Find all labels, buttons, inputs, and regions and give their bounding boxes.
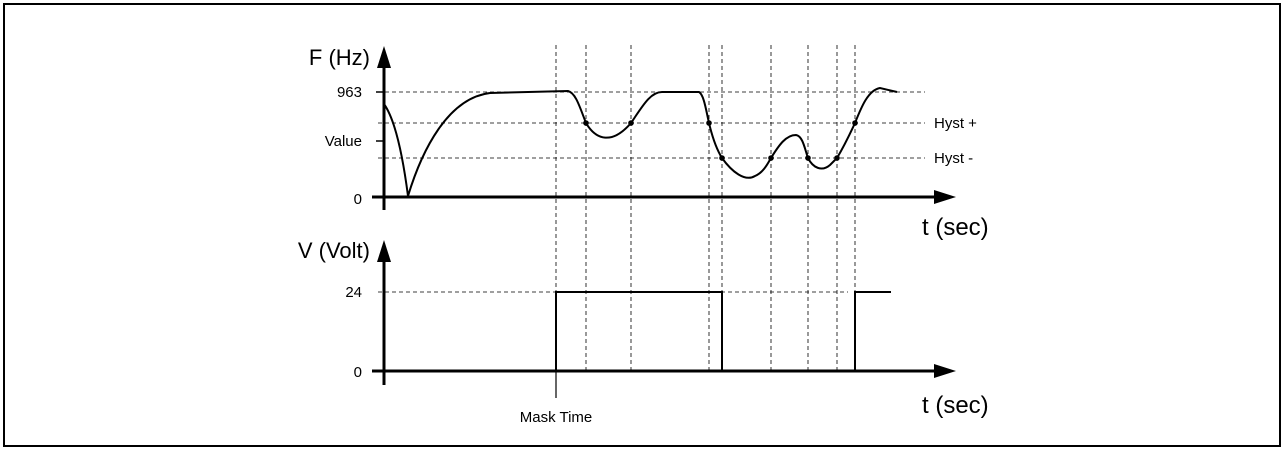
bottom-y-axis-arrow bbox=[377, 240, 391, 262]
crossing-point bbox=[768, 155, 774, 161]
vertical-guide-lines bbox=[555, 45, 856, 372]
crossing-point bbox=[628, 120, 634, 126]
top-y-tick-zero: 0 bbox=[354, 191, 362, 208]
bottom-x-axis-title: t (sec) bbox=[922, 392, 989, 419]
top-y-tick-value: Value bbox=[325, 133, 362, 150]
top-x-axis-title: t (sec) bbox=[922, 214, 989, 241]
crossing-point bbox=[834, 155, 840, 161]
bottom-y-tick-24: 24 bbox=[345, 284, 362, 301]
crossing-points bbox=[583, 120, 858, 161]
crossing-point bbox=[706, 120, 712, 126]
top-x-axis-arrow bbox=[934, 190, 956, 204]
hyst-plus-label: Hyst + bbox=[934, 115, 977, 132]
mask-time-label: Mask Time bbox=[520, 409, 593, 426]
bottom-x-axis-arrow bbox=[934, 364, 956, 378]
top-y-axis-arrow bbox=[377, 46, 391, 68]
bottom-y-axis-title: V (Volt) bbox=[298, 238, 370, 263]
crossing-point bbox=[852, 120, 858, 126]
top-chart-axes bbox=[372, 60, 940, 210]
top-y-axis-title: F (Hz) bbox=[309, 45, 370, 70]
diagram-frame bbox=[3, 3, 1281, 447]
crossing-point bbox=[719, 155, 725, 161]
crossing-point bbox=[805, 155, 811, 161]
voltage-signal bbox=[384, 291, 891, 372]
bottom-y-tick-zero: 0 bbox=[354, 364, 362, 381]
crossing-point bbox=[583, 120, 589, 126]
hyst-minus-label: Hyst - bbox=[934, 150, 973, 167]
top-y-tick-963: 963 bbox=[337, 84, 362, 101]
top-y-ticks bbox=[376, 91, 384, 142]
